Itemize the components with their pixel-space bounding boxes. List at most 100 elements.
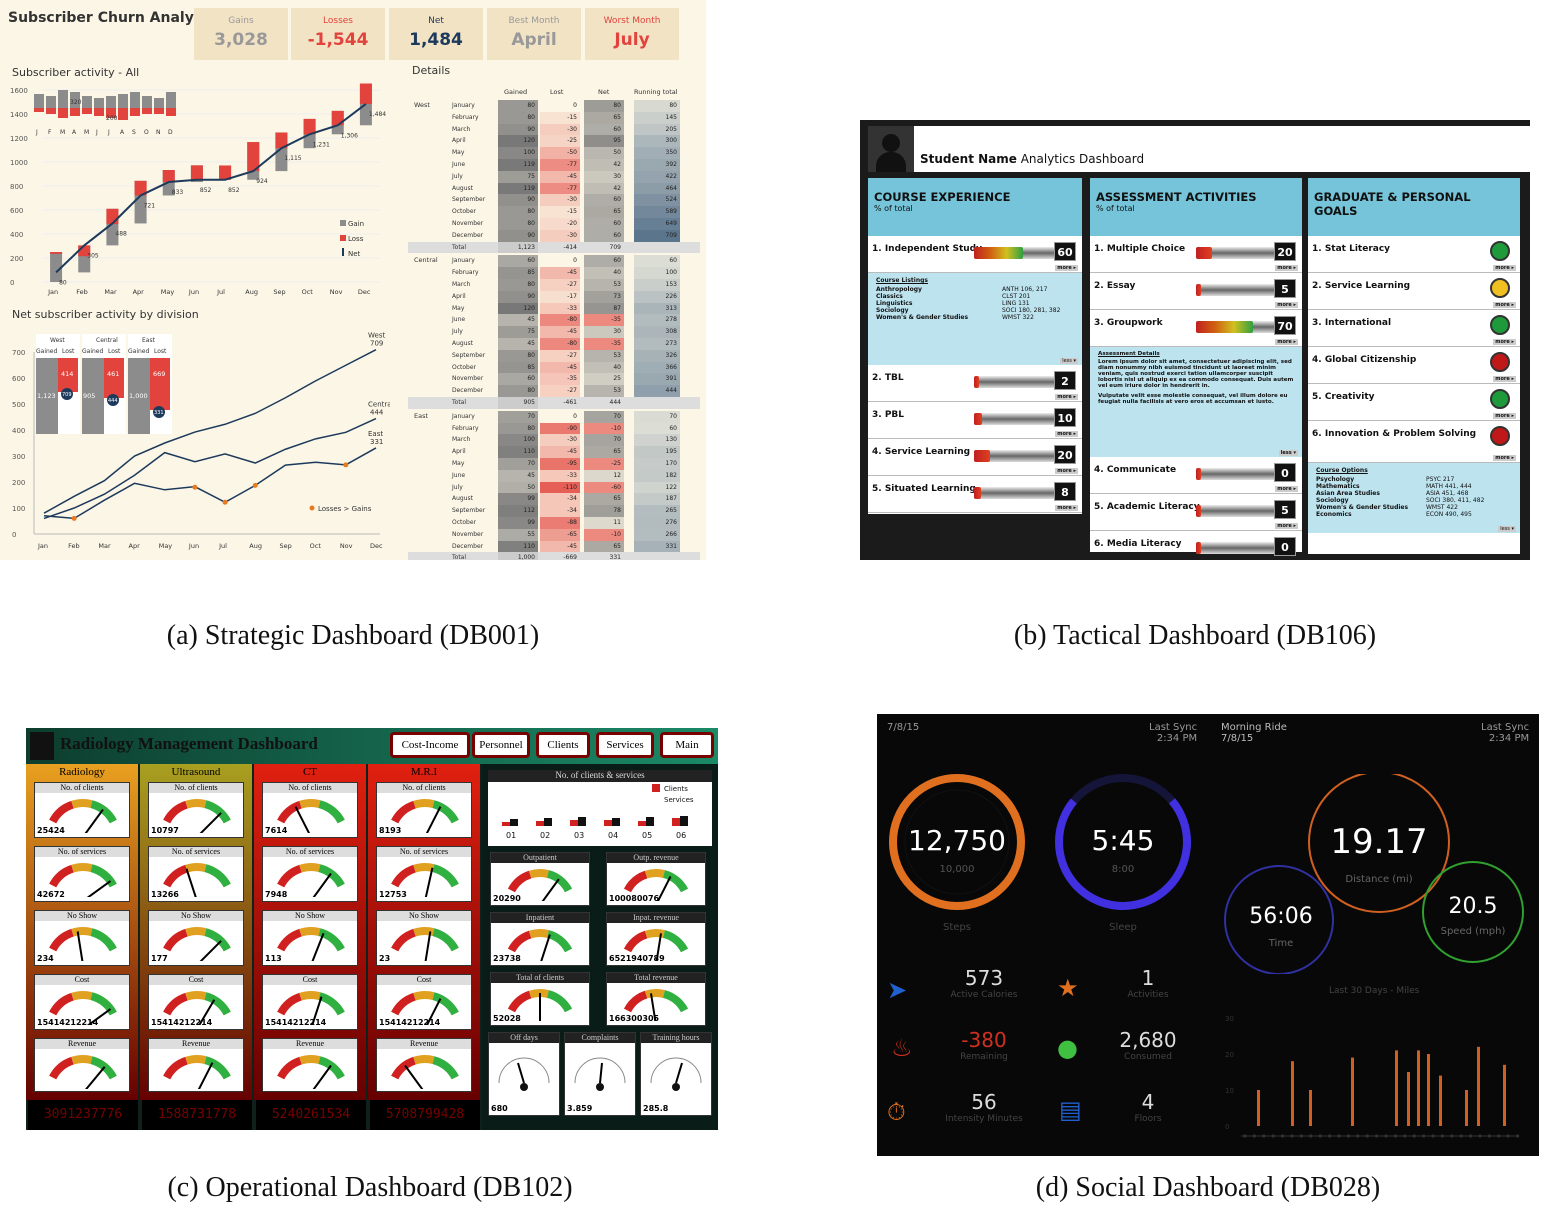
metric-label: 4. Service Learning xyxy=(872,447,971,457)
nav-button[interactable]: Main xyxy=(660,732,714,758)
gauge-widget[interactable]: Total revenue 166300305 xyxy=(606,972,706,1026)
small-gauge-widget[interactable]: Complaints 3.859 xyxy=(564,1032,636,1116)
table-cell: -15 xyxy=(540,206,580,218)
gauge-widget[interactable]: No. of services 42672 xyxy=(34,846,130,902)
small-gauge-widget[interactable]: Training hours 285.8 xyxy=(640,1032,712,1116)
metric-row[interactable]: 5. Creativity more ▸ xyxy=(1308,384,1520,421)
more-button[interactable]: more ▸ xyxy=(1055,394,1078,400)
more-button[interactable]: more ▸ xyxy=(1493,302,1516,308)
gauge-widget[interactable]: No. of clients 7614 xyxy=(262,782,358,838)
metric-row[interactable]: 1. Independent Study 60 more ▸ xyxy=(868,236,1082,273)
day-dot xyxy=(1469,1134,1473,1138)
net-value: 709 xyxy=(62,392,72,398)
metric-bar-fill xyxy=(1196,284,1201,296)
metric-row[interactable]: 2. Essay 5 more ▸ xyxy=(1090,273,1302,310)
gauge-widget[interactable]: No. of services 12753 xyxy=(376,846,472,902)
gauge-widget[interactable]: Cost 15414212214 xyxy=(148,974,244,1030)
loss-bar xyxy=(247,142,260,172)
more-button[interactable]: more ▸ xyxy=(1275,486,1298,492)
department-column: Ultrasound No. of clients 10797 No. of serv… xyxy=(140,764,252,1100)
gauge-widget[interactable]: Cost 15414212214 xyxy=(376,974,472,1030)
more-button[interactable]: more ▸ xyxy=(1493,265,1516,271)
gauge-widget[interactable]: No Show 234 xyxy=(34,910,130,966)
more-button[interactable]: more ▸ xyxy=(1055,468,1078,474)
more-button[interactable]: more ▸ xyxy=(1493,413,1516,419)
month-cell: August xyxy=(452,495,473,503)
gauge-dial xyxy=(650,1057,702,1091)
metric-row[interactable]: 1. Multiple Choice 20 more ▸ xyxy=(1090,236,1302,273)
nav-button[interactable]: Clients xyxy=(536,732,590,758)
less-button[interactable]: less ▾ xyxy=(1278,450,1298,456)
metric-row[interactable]: 3. Groupwork 70 more ▸ xyxy=(1090,310,1302,347)
gauge-widget[interactable]: Total of clients 52028 xyxy=(490,972,590,1026)
table-cell: 99 xyxy=(498,493,538,506)
more-button[interactable]: more ▸ xyxy=(1275,265,1298,271)
gauge-widget[interactable]: No. of services 7948 xyxy=(262,846,358,902)
more-button[interactable]: more ▸ xyxy=(1493,455,1516,461)
gauge-widget[interactable]: No Show 113 xyxy=(262,910,358,966)
more-button[interactable]: more ▸ xyxy=(1275,339,1298,345)
mini-loss-bar xyxy=(142,108,152,114)
more-button[interactable]: more ▸ xyxy=(1055,265,1078,271)
more-button[interactable]: more ▸ xyxy=(1275,302,1298,308)
gauge-widget[interactable]: No Show 23 xyxy=(376,910,472,966)
gauge-arc xyxy=(644,989,665,999)
table-cell: -80 xyxy=(540,338,580,350)
gauge-widget[interactable]: Revenue xyxy=(34,1038,130,1092)
metric-row[interactable]: 4. Service Learning 20 more ▸ xyxy=(868,439,1082,476)
less-button[interactable]: less ▾ xyxy=(1498,526,1516,532)
gauge-needle xyxy=(541,878,560,901)
gauge-widget[interactable]: Revenue xyxy=(262,1038,358,1092)
gauge-widget[interactable]: Cost 15414212214 xyxy=(262,974,358,1030)
services-bar xyxy=(680,816,688,826)
metric-row[interactable]: 6. Innovation & Problem Solving more ▸ xyxy=(1308,421,1520,463)
more-button[interactable]: more ▸ xyxy=(1275,523,1298,529)
small-gauge-widget[interactable]: Off days 680 xyxy=(488,1032,560,1116)
gauge-widget[interactable]: Cost 15414212214 xyxy=(34,974,130,1030)
less-button[interactable]: less ▾ xyxy=(1060,358,1078,364)
gauge-arc xyxy=(318,800,345,824)
gauge-widget[interactable]: Revenue xyxy=(376,1038,472,1092)
mini-loss-bar xyxy=(94,108,104,116)
table-cell: 709 xyxy=(634,229,680,242)
gauge-widget[interactable]: No. of clients 25424 xyxy=(34,782,130,838)
gauge-widget[interactable]: Revenue xyxy=(148,1038,244,1092)
table-cell: 120 xyxy=(498,135,538,148)
metric-row[interactable]: 2. TBL 2 more ▸ xyxy=(868,365,1082,402)
loss-bar xyxy=(190,165,203,180)
metric-bar-fill xyxy=(1196,321,1254,333)
more-button[interactable]: more ▸ xyxy=(1493,339,1516,345)
gauge-hub xyxy=(520,1083,528,1091)
gauge-widget[interactable]: No. of services 13266 xyxy=(148,846,244,902)
gauge-widget[interactable]: No Show 177 xyxy=(148,910,244,966)
gauge-widget[interactable]: No. of clients 10797 xyxy=(148,782,244,838)
table-cell: 366 xyxy=(634,361,680,374)
gauge-arc xyxy=(49,1056,74,1080)
metric-row[interactable]: 2. Service Learning more ▸ xyxy=(1308,273,1520,310)
more-button[interactable]: more ▸ xyxy=(1493,376,1516,382)
more-button[interactable]: more ▸ xyxy=(1055,431,1078,437)
nav-button[interactable]: Cost-Income xyxy=(390,732,470,758)
gauge-widget[interactable]: No. of clients 8193 xyxy=(376,782,472,838)
metric-row[interactable]: 6. Media Literacy0more ▸ xyxy=(1090,531,1302,560)
metric-row[interactable]: 1. Stat Literacy more ▸ xyxy=(1308,236,1520,273)
metric-row[interactable]: 3. PBL 10 more ▸ xyxy=(868,402,1082,439)
mini-loss-bar xyxy=(118,108,128,120)
month-cell: January xyxy=(452,257,475,265)
metric-row[interactable]: 3. International more ▸ xyxy=(1308,310,1520,347)
gauge-label: Off days xyxy=(489,1033,559,1043)
metric-row[interactable]: 5. Academic Literacy 5 more ▸ xyxy=(1090,494,1302,531)
metric-row[interactable]: 4. Communicate 0 more ▸ xyxy=(1090,457,1302,494)
gauge-widget[interactable]: Outp. revenue 100080076 xyxy=(606,852,706,906)
metric-row[interactable]: 5. Situated Learning 8 more ▸ xyxy=(868,476,1082,513)
metric-row[interactable]: 4. Global Citizenship more ▸ xyxy=(1308,347,1520,384)
gauge-arc xyxy=(623,930,648,953)
metric-label: 1. Independent Study xyxy=(872,244,982,254)
gauge-widget[interactable]: Inpatient 23738 xyxy=(490,912,590,966)
gauge-widget[interactable]: Inpat. revenue 6521940789 xyxy=(606,912,706,966)
nav-button[interactable]: Services xyxy=(596,732,654,758)
detail-value: ECON 490, 495 xyxy=(1426,511,1472,518)
gauge-widget[interactable]: Outpatient 20290 xyxy=(490,852,590,906)
nav-button[interactable]: Personnel xyxy=(472,732,530,758)
more-button[interactable]: more ▸ xyxy=(1055,505,1078,511)
